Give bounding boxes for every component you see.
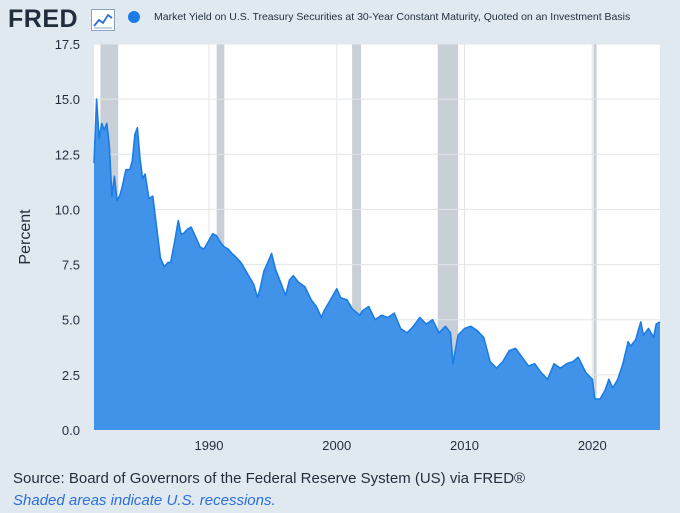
x-tick-label: 2010: [450, 438, 479, 453]
legend-label: Market Yield on U.S. Treasury Securities…: [154, 11, 631, 23]
line-chart[interactable]: 0.0 2.5 5.0 7.5 10.0 12.5 15.0 17.5 1990 2000 201…: [0, 0, 680, 470]
y-tick-label: 10.0: [55, 202, 80, 217]
source-note: Source: Board of Governors of the Federa…: [13, 470, 526, 487]
x-tick-label: 2020: [578, 438, 607, 453]
trend-line-icon: [91, 9, 115, 31]
fred-logo[interactable]: FRED: [8, 5, 79, 33]
y-tick-label: 5.0: [62, 313, 80, 328]
y-tick-label: 2.5: [62, 368, 80, 383]
graph-header: FRED Market Yield on U.S. Treasury Secur…: [0, 0, 680, 40]
x-axis-ticks: 1990 2000 2010 2020: [195, 438, 607, 453]
legend-swatch: [128, 11, 140, 23]
recession-note[interactable]: Shaded areas indicate U.S. recessions.: [13, 492, 276, 509]
y-tick-label: 12.5: [55, 147, 80, 162]
y-tick-label: 0.0: [62, 423, 80, 438]
series-area: [94, 99, 660, 430]
y-tick-label: 17.5: [55, 37, 80, 52]
recession-band: [216, 44, 225, 430]
y-tick-label: 15.0: [55, 92, 80, 107]
recession-band: [352, 44, 362, 430]
y-axis-title: Percent: [17, 209, 34, 265]
y-axis-ticks: 0.0 2.5 5.0 7.5 10.0 12.5 15.0 17.5: [55, 37, 80, 438]
series-line: [93, 98, 661, 400]
x-tick-label: 1990: [195, 438, 224, 453]
x-tick-label: 2000: [322, 438, 351, 453]
y-tick-label: 7.5: [62, 258, 80, 273]
series-layer: [93, 98, 661, 430]
chart-legend: Market Yield on U.S. Treasury Securities…: [128, 11, 630, 23]
recession-band: [593, 44, 597, 430]
